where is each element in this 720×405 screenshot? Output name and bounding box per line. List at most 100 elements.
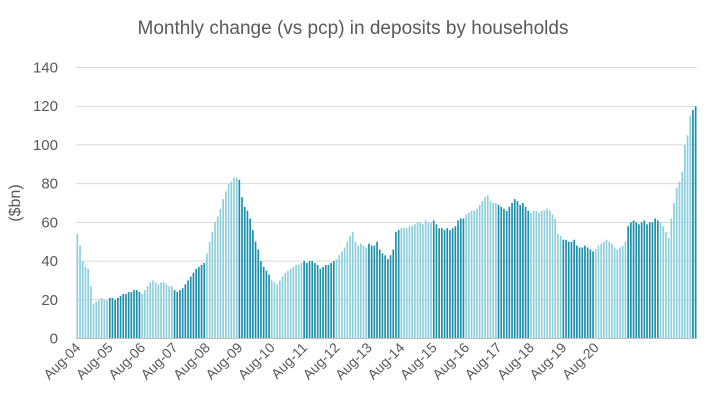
bar (160, 282, 162, 339)
bar (225, 191, 227, 339)
bar (349, 235, 351, 339)
bar (276, 284, 278, 339)
bar (84, 266, 87, 339)
bar (405, 228, 408, 339)
bar (195, 268, 197, 339)
bar (203, 263, 206, 339)
bar (573, 239, 575, 339)
bar (249, 218, 251, 339)
bar (397, 230, 400, 339)
bar (279, 280, 281, 339)
bar (162, 282, 165, 339)
bar (214, 222, 216, 339)
bar (524, 206, 527, 339)
bar (303, 261, 305, 339)
bar (549, 210, 551, 339)
bar (400, 228, 403, 339)
bar (95, 301, 98, 339)
bar (219, 208, 222, 339)
bar (370, 245, 373, 339)
x-tick-label: Aug-20 (559, 339, 602, 382)
bar (654, 218, 656, 339)
bar (500, 206, 503, 339)
bar (235, 177, 238, 339)
bar (103, 299, 106, 339)
bar (241, 197, 243, 339)
bar (592, 251, 594, 339)
bar (319, 268, 322, 339)
bar (438, 228, 440, 339)
bar (111, 297, 114, 339)
bar (176, 292, 179, 339)
bar (168, 286, 170, 339)
bar (627, 226, 629, 339)
bar (230, 181, 233, 339)
bar (492, 203, 494, 339)
bar (630, 222, 632, 339)
bar (635, 222, 638, 339)
bar (616, 249, 619, 339)
bar (333, 261, 335, 339)
bar (678, 181, 681, 339)
bar (597, 245, 600, 339)
bar (640, 222, 643, 339)
bar (346, 241, 349, 339)
bar (648, 222, 651, 339)
bar (470, 210, 473, 339)
bar (314, 263, 316, 339)
y-tick-label: 20 (41, 292, 58, 309)
bar (435, 224, 438, 339)
bar (362, 245, 365, 339)
bar (149, 282, 152, 339)
bar (559, 235, 562, 339)
bar (360, 243, 362, 339)
bar (292, 266, 295, 339)
bar (689, 115, 692, 339)
bar (432, 220, 435, 339)
bar (119, 295, 122, 339)
bar (684, 144, 686, 339)
bar (265, 270, 268, 339)
bar (454, 226, 457, 339)
bar (427, 222, 430, 339)
bar (316, 264, 319, 339)
y-tick-label: 120 (33, 98, 58, 115)
bar (206, 253, 208, 339)
bar (411, 226, 413, 339)
bar (144, 290, 146, 339)
bar (557, 233, 559, 339)
bar (495, 203, 497, 339)
bar (478, 204, 481, 339)
bar (125, 293, 127, 339)
bar (300, 263, 303, 339)
bar (92, 303, 95, 339)
bar (343, 247, 346, 339)
bar (543, 210, 546, 339)
bar (152, 280, 154, 339)
bar (535, 210, 538, 339)
bar (289, 268, 292, 339)
bar (419, 222, 422, 339)
bar (530, 212, 532, 339)
bar (138, 292, 141, 339)
bar (522, 203, 524, 339)
bar (673, 203, 675, 339)
bar (608, 241, 611, 339)
bar (497, 204, 500, 339)
bar (122, 293, 125, 339)
bar (324, 264, 327, 339)
bar (562, 239, 565, 339)
bar (373, 245, 376, 339)
bar (657, 220, 659, 339)
bar (667, 237, 670, 339)
bar (281, 276, 284, 339)
bar (179, 290, 181, 339)
bar (297, 264, 300, 339)
bar (200, 264, 203, 339)
bar (192, 272, 195, 339)
bar (422, 224, 424, 339)
y-tick-label: 40 (41, 253, 58, 270)
bar (586, 247, 589, 339)
bar (127, 292, 130, 339)
